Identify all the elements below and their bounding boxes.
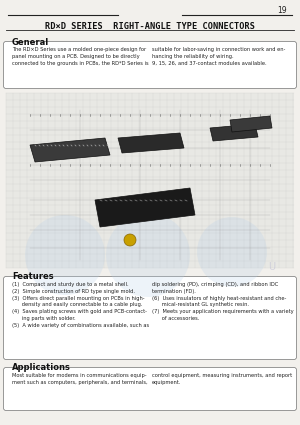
Circle shape [106,213,190,297]
Polygon shape [210,124,258,141]
Text: suitable for labor-saving in connection work and en-
hancing the reliability of : suitable for labor-saving in connection … [152,47,285,66]
Polygon shape [118,133,184,153]
Circle shape [124,234,136,246]
Text: General: General [12,38,49,47]
Polygon shape [95,188,195,227]
Text: (1)  Compact and sturdy due to a metal shell.
(2)  Simple construction of RD typ: (1) Compact and sturdy due to a metal sh… [12,282,149,328]
Text: control equipment, measuring instruments, and report
equipment.: control equipment, measuring instruments… [152,373,292,385]
Text: 19: 19 [278,6,287,15]
FancyBboxPatch shape [4,42,296,88]
Text: dip soldering (PD), crimping (CD), and ribbon IDC
termination (FD).
(6)  Uses in: dip soldering (PD), crimping (CD), and r… [152,282,294,321]
Circle shape [197,217,267,287]
Text: Applications: Applications [12,363,71,372]
Bar [6,93,294,268]
Text: The RD×D Series use a molded one-piece design for
panel mounting on a PCB. Desig: The RD×D Series use a molded one-piece d… [12,47,148,66]
Text: Features: Features [12,272,54,281]
FancyBboxPatch shape [4,277,296,360]
Text: U: U [268,262,276,272]
Text: Most suitable for modems in communications equip-
ment such as computers, periph: Most suitable for modems in communicatio… [12,373,148,385]
Polygon shape [230,116,272,132]
Text: RD×D SERIES  RIGHT-ANGLE TYPE CONNECTORS: RD×D SERIES RIGHT-ANGLE TYPE CONNECTORS [45,22,255,31]
Polygon shape [30,138,110,162]
FancyBboxPatch shape [4,368,296,411]
Circle shape [25,215,105,295]
